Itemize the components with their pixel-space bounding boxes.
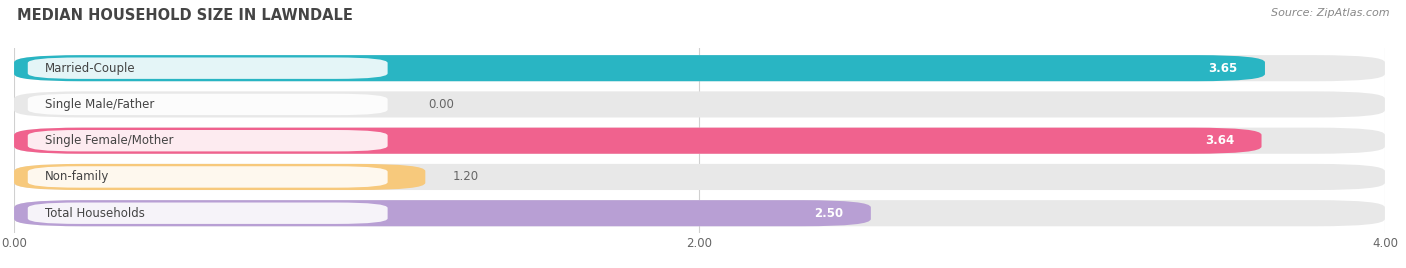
Text: 3.64: 3.64 <box>1205 134 1234 147</box>
FancyBboxPatch shape <box>14 200 870 226</box>
Text: Source: ZipAtlas.com: Source: ZipAtlas.com <box>1271 8 1389 18</box>
Text: 3.65: 3.65 <box>1208 62 1237 75</box>
FancyBboxPatch shape <box>14 164 426 190</box>
FancyBboxPatch shape <box>14 91 1385 117</box>
Text: MEDIAN HOUSEHOLD SIZE IN LAWNDALE: MEDIAN HOUSEHOLD SIZE IN LAWNDALE <box>17 8 353 23</box>
FancyBboxPatch shape <box>14 55 1265 81</box>
Text: Single Male/Father: Single Male/Father <box>45 98 155 111</box>
FancyBboxPatch shape <box>14 55 1385 81</box>
FancyBboxPatch shape <box>28 130 388 151</box>
FancyBboxPatch shape <box>14 164 1385 190</box>
Text: Married-Couple: Married-Couple <box>45 62 135 75</box>
Text: 2.50: 2.50 <box>814 207 844 220</box>
FancyBboxPatch shape <box>14 128 1261 154</box>
Text: 1.20: 1.20 <box>453 170 479 184</box>
Text: Non-family: Non-family <box>45 170 110 184</box>
FancyBboxPatch shape <box>14 200 1385 226</box>
Text: Single Female/Mother: Single Female/Mother <box>45 134 173 147</box>
FancyBboxPatch shape <box>28 94 388 115</box>
FancyBboxPatch shape <box>28 58 388 79</box>
FancyBboxPatch shape <box>28 166 388 188</box>
Text: 0.00: 0.00 <box>429 98 454 111</box>
FancyBboxPatch shape <box>28 203 388 224</box>
Text: Total Households: Total Households <box>45 207 145 220</box>
FancyBboxPatch shape <box>14 128 1385 154</box>
